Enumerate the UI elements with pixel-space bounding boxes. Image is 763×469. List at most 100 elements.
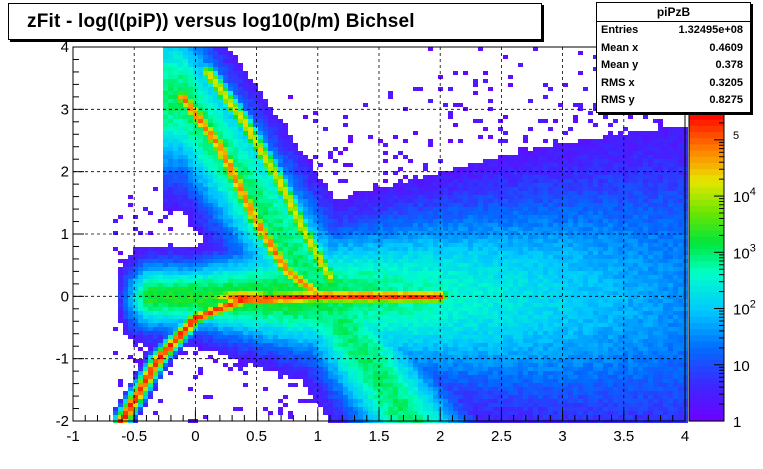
heatmap-cell: [528, 203, 533, 207]
heatmap-cell: [573, 239, 578, 243]
heatmap-cell: [208, 231, 213, 235]
heatmap-cell: [548, 155, 553, 159]
heatmap-cell: [308, 243, 313, 247]
heatmap-cell: [653, 139, 658, 143]
heatmap-cell: [353, 191, 358, 195]
heatmap-cell: [488, 255, 493, 259]
heatmap-cell: [523, 243, 528, 247]
heatmap-cell: [398, 179, 403, 183]
heatmap-cell: [578, 287, 583, 291]
heatmap-cell: [428, 139, 433, 143]
heatmap-cell: [433, 283, 438, 287]
heatmap-cell: [488, 207, 493, 211]
heatmap-cell: [223, 303, 228, 307]
heatmap-cell: [563, 131, 568, 135]
heatmap-cell: [668, 283, 673, 287]
heatmap-cell: [473, 179, 478, 183]
heatmap-cell: [278, 267, 283, 271]
heatmap-cell: [233, 151, 238, 155]
heatmap-cell: [138, 255, 143, 259]
heatmap-cell: [643, 235, 648, 239]
heatmap-cell: [538, 163, 543, 167]
heatmap-cell: [668, 239, 673, 243]
heatmap-cell: [268, 175, 273, 179]
heatmap-cell: [628, 279, 633, 283]
heatmap-cell: [388, 203, 393, 207]
heatmap-cell: [648, 139, 653, 143]
heatmap-cell: [663, 263, 668, 267]
heatmap-cell: [268, 279, 273, 283]
heatmap-cell: [563, 207, 568, 211]
heatmap-cell: [478, 207, 483, 211]
heatmap-cell: [563, 247, 568, 251]
heatmap-cell: [188, 139, 193, 143]
heatmap-cell: [318, 215, 323, 219]
heatmap-cell: [623, 211, 628, 215]
heatmap-cell: [268, 259, 273, 263]
heatmap-cell: [358, 275, 363, 279]
heatmap-cell: [288, 243, 293, 247]
heatmap-cell: [603, 115, 608, 119]
heatmap-cell: [488, 247, 493, 251]
heatmap-cell: [163, 95, 168, 99]
heatmap-cell: [323, 243, 328, 247]
heatmap-cell: [223, 179, 228, 183]
heatmap-cell: [478, 199, 483, 203]
heatmap-cell: [148, 251, 153, 255]
heatmap-cell: [223, 267, 228, 271]
heatmap-cell: [598, 187, 603, 191]
heatmap-cell: [408, 251, 413, 255]
heatmap-cell: [133, 287, 138, 291]
heatmap-cell: [593, 299, 598, 303]
heatmap-cell: [608, 251, 613, 255]
heatmap-cell: [338, 291, 343, 295]
heatmap-cell: [193, 127, 198, 131]
heatmap-cell: [443, 179, 448, 183]
heatmap-cell: [183, 103, 188, 107]
heatmap-cell: [238, 103, 243, 107]
heatmap-cell: [208, 275, 213, 279]
heatmap-cell: [608, 183, 613, 187]
heatmap-cell: [598, 287, 603, 291]
heatmap-cell: [403, 211, 408, 215]
heatmap-cell: [498, 251, 503, 255]
heatmap-cell: [233, 167, 238, 171]
heatmap-cell: [183, 255, 188, 259]
heatmap-cell: [218, 127, 223, 131]
heatmap-cell: [448, 223, 453, 227]
heatmap-cell: [548, 207, 553, 211]
heatmap-cell: [603, 267, 608, 271]
heatmap-cell: [263, 127, 268, 131]
heatmap-cell: [288, 151, 293, 155]
heatmap-cell: [568, 271, 573, 275]
heatmap-cell: [313, 251, 318, 255]
heatmap-cell: [603, 223, 608, 227]
heatmap-cell: [623, 151, 628, 155]
heatmap-cell: [448, 303, 453, 307]
heatmap-cell: [283, 299, 288, 303]
heatmap-cell: [473, 259, 478, 263]
heatmap-cell: [228, 123, 233, 127]
heatmap-cell: [508, 227, 513, 231]
heatmap-cell: [508, 231, 513, 235]
heatmap-cell: [433, 227, 438, 231]
heatmap-cell: [348, 259, 353, 263]
heatmap-cell: [548, 163, 553, 167]
heatmap-cell: [403, 219, 408, 223]
heatmap-cell: [658, 275, 663, 279]
heatmap-cell: [648, 187, 653, 191]
heatmap-cell: [623, 291, 628, 295]
heatmap-cell: [663, 259, 668, 263]
heatmap-cell: [188, 91, 193, 95]
heatmap-cell: [213, 247, 218, 251]
heatmap-cell: [403, 203, 408, 207]
heatmap-cell: [603, 167, 608, 171]
heatmap-cell: [298, 211, 303, 215]
heatmap-cell: [193, 283, 198, 287]
heatmap-cell: [163, 91, 168, 95]
heatmap-cell: [508, 159, 513, 163]
heatmap-cell: [533, 255, 538, 259]
heatmap-cell: [563, 303, 568, 307]
heatmap-cell: [513, 251, 518, 255]
heatmap-cell: [628, 147, 633, 151]
